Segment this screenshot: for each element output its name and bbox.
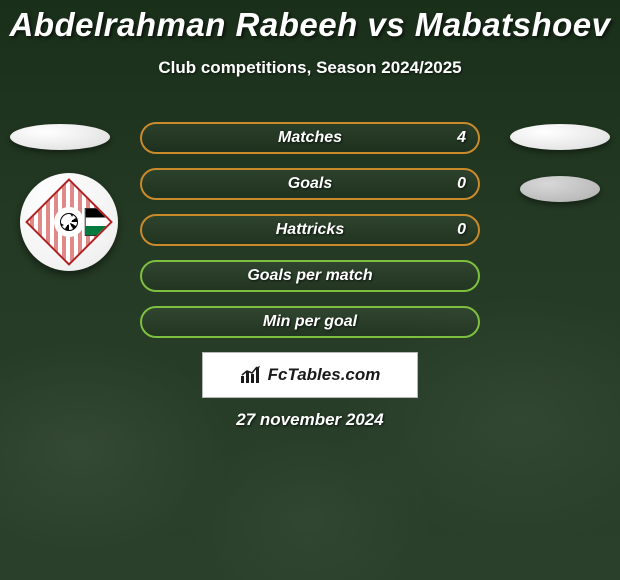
stat-row: Goals 0 xyxy=(140,168,480,200)
brand-chart-icon xyxy=(240,366,262,384)
player-oval-right-1 xyxy=(510,124,610,150)
date-label: 27 november 2024 xyxy=(0,410,620,430)
stats-rows: Matches 4 Goals 0 Hattricks 0 Goals per match M… xyxy=(140,122,480,352)
infographic-root: Abdelrahman Rabeeh vs Mabatshoev Club co… xyxy=(0,0,620,580)
stat-row: Min per goal xyxy=(140,306,480,338)
stat-label: Min per goal xyxy=(263,313,357,331)
player-oval-left xyxy=(10,124,110,150)
club-badge-left xyxy=(20,173,118,271)
club-crest-icon xyxy=(25,178,113,266)
page-title: Abdelrahman Rabeeh vs Mabatshoev xyxy=(0,0,620,44)
stat-label: Goals per match xyxy=(247,267,372,285)
subtitle: Club competitions, Season 2024/2025 xyxy=(0,58,620,78)
stat-row: Matches 4 xyxy=(140,122,480,154)
stat-label: Hattricks xyxy=(276,221,344,239)
stat-value-right: 0 xyxy=(457,221,466,239)
player-oval-right-2 xyxy=(520,176,600,202)
stat-label: Matches xyxy=(278,129,342,147)
stat-value-right: 4 xyxy=(457,129,466,147)
stat-label: Goals xyxy=(288,175,332,193)
stat-value-right: 0 xyxy=(457,175,466,193)
stat-row: Goals per match xyxy=(140,260,480,292)
brand-box: FcTables.com xyxy=(202,352,418,398)
stat-row: Hattricks 0 xyxy=(140,214,480,246)
brand-label: FcTables.com xyxy=(268,365,381,385)
